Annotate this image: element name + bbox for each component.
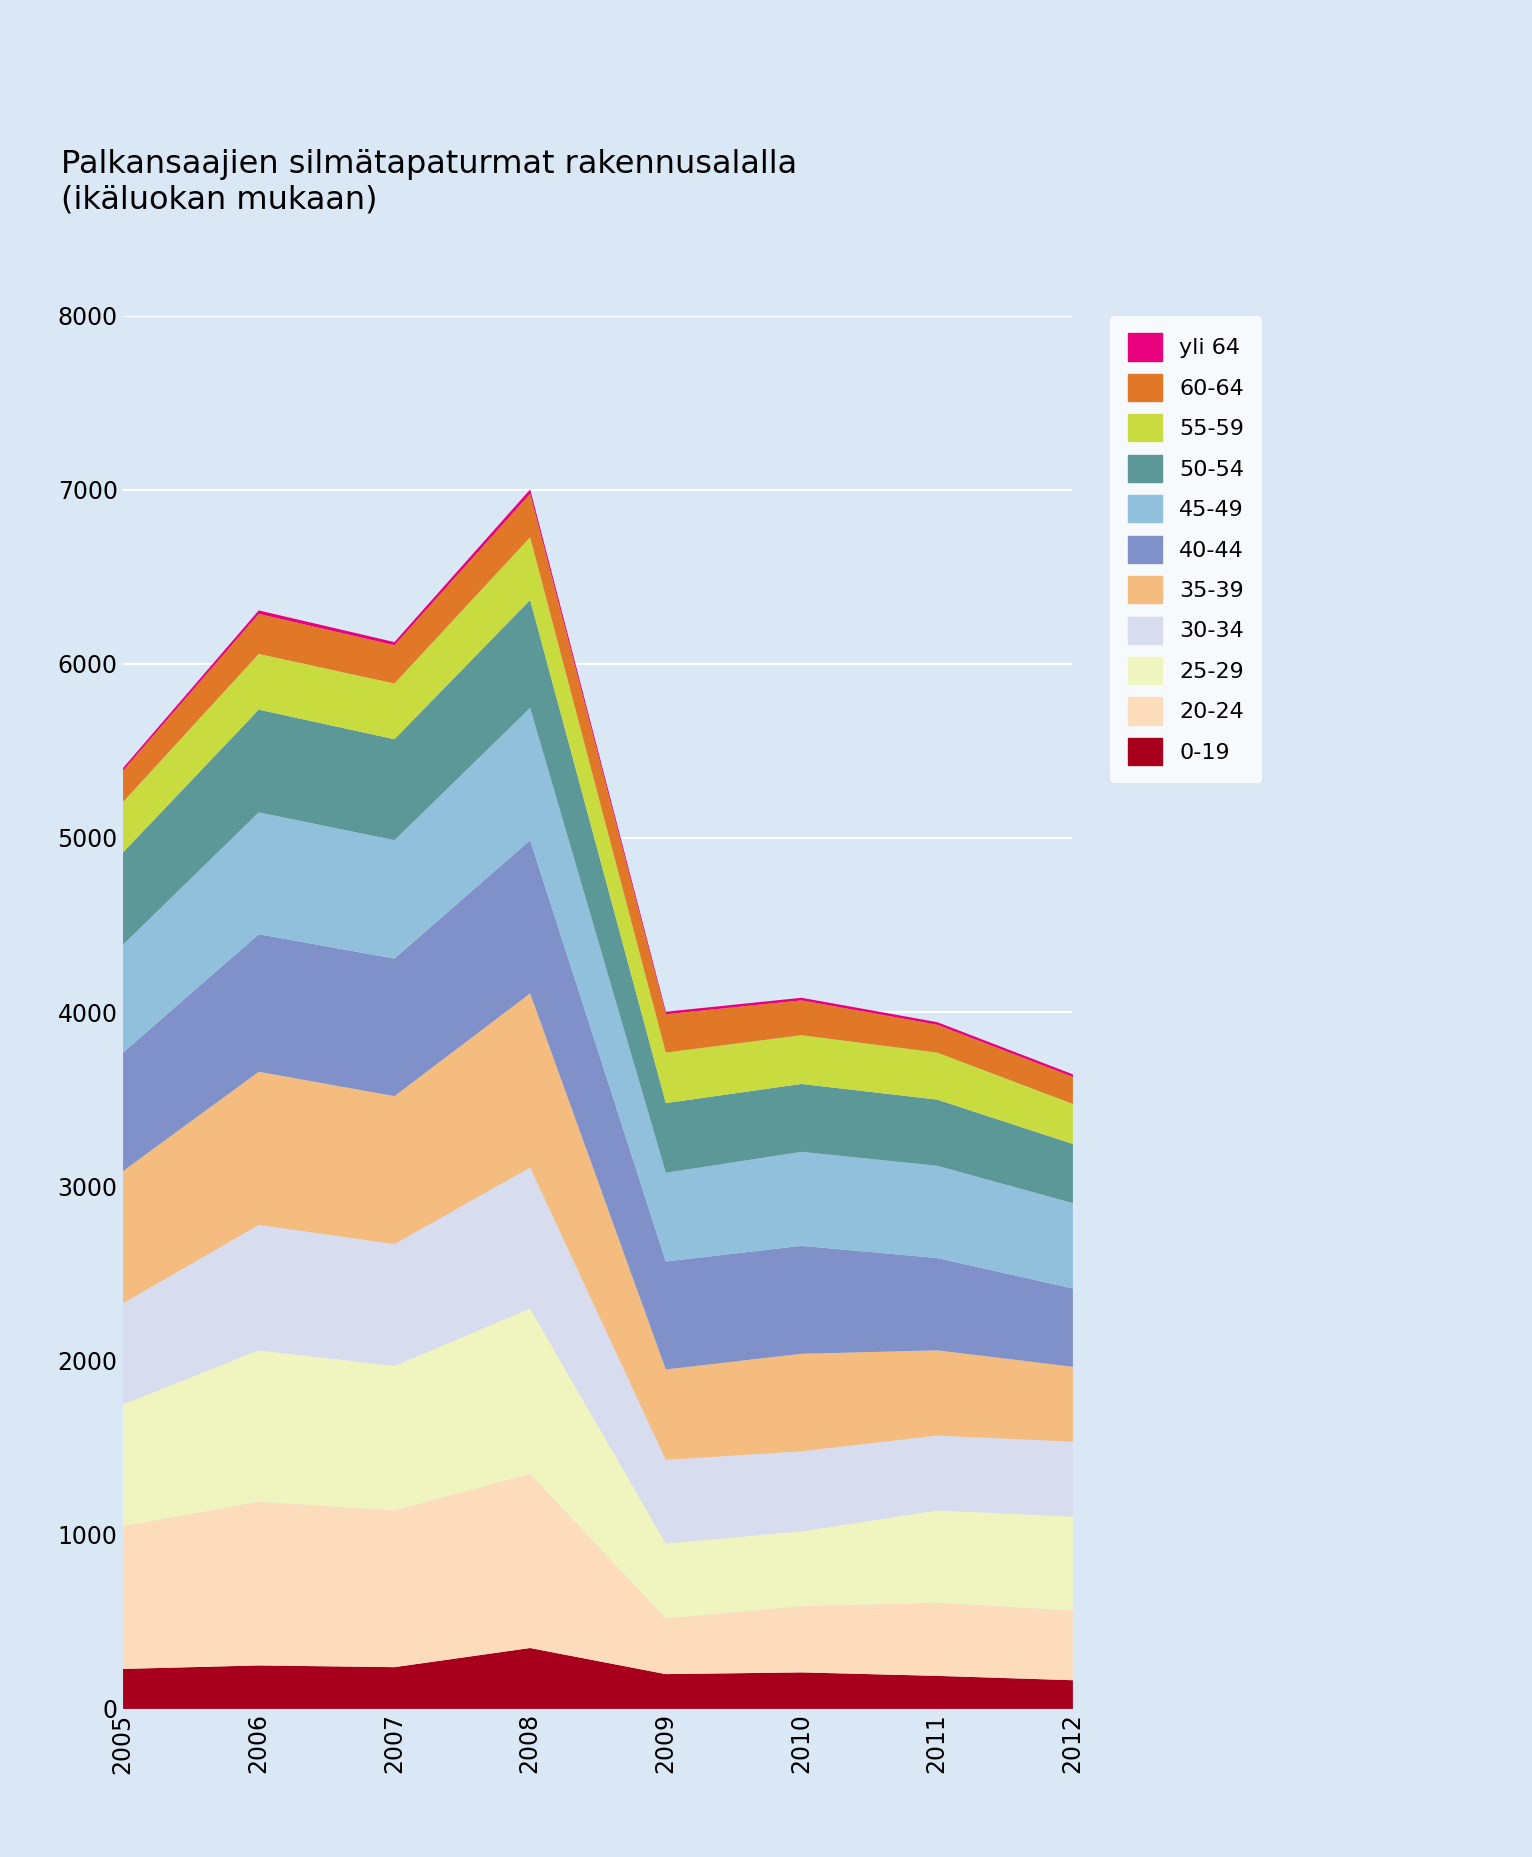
Legend: yli 64, 60-64, 55-59, 50-54, 45-49, 40-44, 35-39, 30-34, 25-29, 20-24, 0-19: yli 64, 60-64, 55-59, 50-54, 45-49, 40-4… <box>1111 316 1262 784</box>
Text: Palkansaajien silmätapaturmat rakennusalalla
(ikäluokan mukaan): Palkansaajien silmätapaturmat rakennusal… <box>61 149 797 215</box>
